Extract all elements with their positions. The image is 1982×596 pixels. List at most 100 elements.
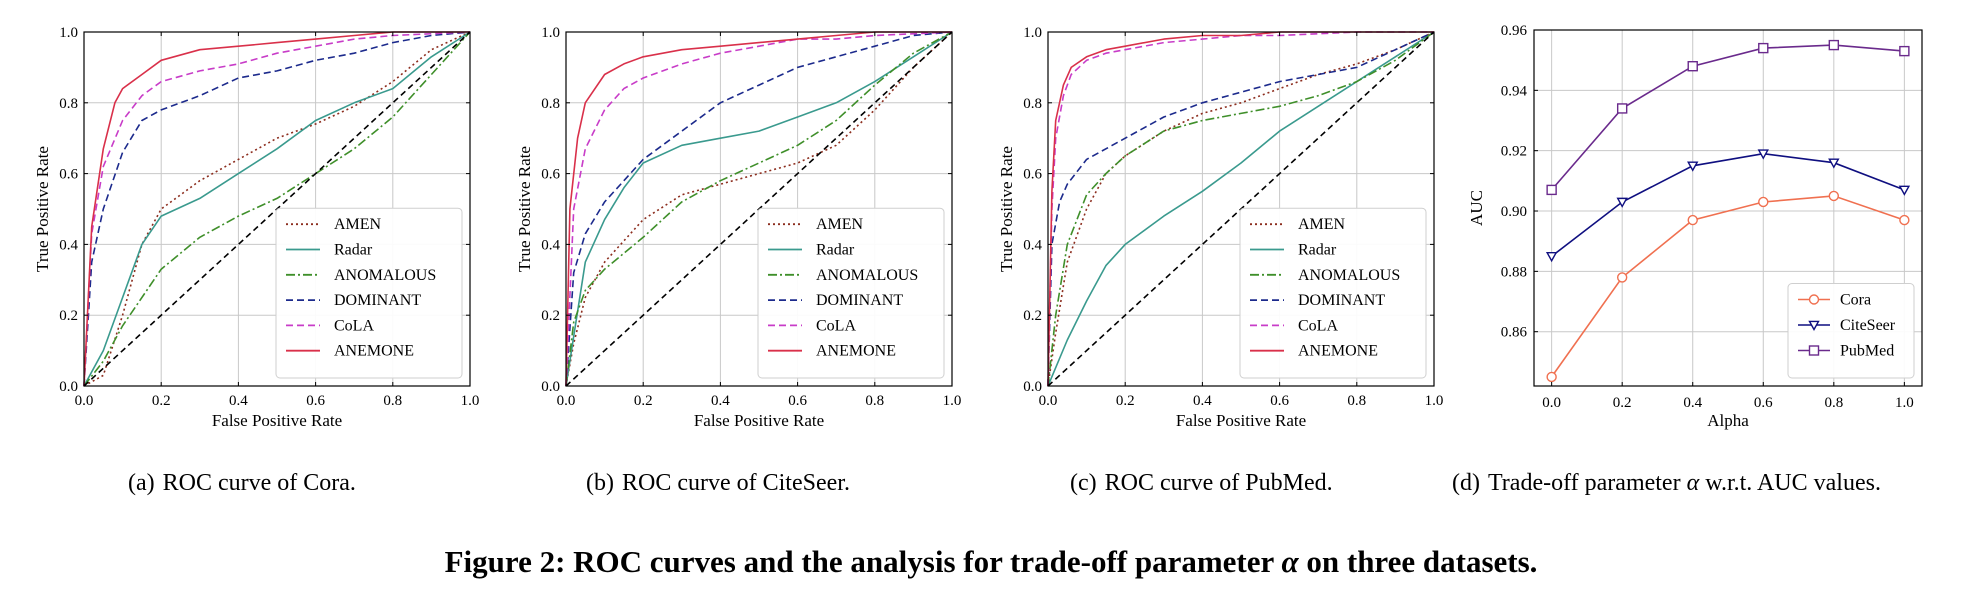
- data-point-pubmed: [1616, 103, 1628, 114]
- y-tick-label: 0.92: [1501, 144, 1527, 160]
- subcaption-c: (c) ROC curve of PubMed.: [1070, 470, 1333, 496]
- x-axis-label: False Positive Rate: [212, 411, 342, 430]
- y-tick-label: 1.0: [59, 25, 78, 41]
- y-tick-label: 0.0: [541, 379, 560, 395]
- series-line-anomalous: [565, 31, 953, 387]
- y-tick-label: 1.0: [1023, 25, 1042, 41]
- series-line-anomalous: [1047, 31, 1435, 387]
- series-line-cola: [1047, 31, 1434, 387]
- data-point-citeseer: [1828, 158, 1840, 169]
- x-tick-label: 0.2: [1613, 395, 1632, 411]
- x-axis-label: False Positive Rate: [694, 411, 824, 430]
- legend-label-cola: CoLA: [334, 317, 374, 334]
- x-tick-label: 0.8: [383, 393, 402, 409]
- legend-label-anomalous: ANOMALOUS: [1298, 267, 1400, 284]
- y-tick-label: 0.6: [1023, 167, 1042, 183]
- series-line-amen: [565, 31, 953, 387]
- x-tick-label: 0.4: [1683, 395, 1702, 411]
- subcaption-d: (d) Trade-off parameter α w.r.t. AUC valu…: [1452, 470, 1881, 496]
- data-point-pubmed: [1687, 61, 1698, 72]
- legend: AMEN Radar ANOMALOUS DOMINANT CoLA ANEMONE: [1239, 207, 1427, 379]
- x-tick-label: 0.0: [1542, 395, 1561, 411]
- x-tick-label: 0.6: [1270, 393, 1289, 409]
- y-tick-label: 0.0: [59, 379, 78, 395]
- figure-caption: Figure 2: ROC curves and the analysis fo…: [445, 544, 1538, 579]
- subcaption-b: (b) ROC curve of CiteSeer.: [586, 470, 850, 496]
- series-line-anemone: [565, 31, 952, 387]
- legend-label-anemone: ANEMONE: [334, 343, 414, 360]
- legend-label-anemone: ANEMONE: [1298, 343, 1378, 360]
- y-axis-label: True Positive Rate: [515, 146, 534, 272]
- series-line-cora: [1550, 195, 1905, 378]
- data-point-citeseer: [1757, 149, 1769, 160]
- series-line-dominant: [565, 31, 953, 387]
- x-tick-label: 0.0: [1039, 393, 1058, 409]
- x-tick-label: 0.2: [152, 393, 171, 409]
- x-tick-label: 0.6: [788, 393, 807, 409]
- series-line-dominant: [83, 31, 471, 387]
- x-tick-label: 0.6: [306, 393, 325, 409]
- y-tick-label: 0.8: [1023, 96, 1042, 112]
- series-line-cola: [83, 31, 471, 387]
- y-axis-label: AUC: [1467, 190, 1486, 226]
- data-point-citeseer: [1545, 251, 1558, 263]
- x-tick-label: 1.0: [461, 393, 480, 409]
- y-tick-label: 0.4: [541, 237, 560, 253]
- data-point-citeseer: [1898, 185, 1911, 196]
- series-line-amen: [83, 31, 471, 387]
- data-point-cora: [1758, 196, 1769, 208]
- x-axis-label: False Positive Rate: [1176, 411, 1306, 430]
- x-tick-label: 1.0: [1895, 395, 1914, 411]
- x-tick-label: 0.0: [557, 393, 576, 409]
- data-point-pubmed: [1758, 42, 1769, 54]
- legend-label-amen: AMEN: [1298, 216, 1346, 233]
- legend-label-dominant: DOMINANT: [1298, 292, 1385, 309]
- x-tick-label: 0.4: [1193, 393, 1212, 409]
- roc-chart-cora: 0.00.0 0.2 0.2 0.4 0.4 0.6 0.6 0.8 0.8 1.0 1.0 Fals…: [33, 25, 479, 430]
- x-tick-label: 0.8: [1347, 393, 1366, 409]
- series-line-cola: [565, 31, 953, 387]
- x-tick-label: 0.0: [75, 393, 94, 409]
- legend-box: [757, 207, 945, 379]
- y-tick-label: 0.2: [59, 308, 78, 324]
- legend: AMEN Radar ANOMALOUS DOMINANT CoLA ANEMONE: [275, 207, 463, 379]
- legend-label-anomalous: ANOMALOUS: [816, 267, 918, 284]
- y-tick-label: 0.4: [1023, 237, 1042, 253]
- y-axis-label: True Positive Rate: [997, 146, 1016, 272]
- legend-box: [1239, 207, 1427, 379]
- legend-label-cola: CoLA: [816, 317, 856, 334]
- legend-label-citeseer: CiteSeer: [1840, 317, 1896, 334]
- x-tick-label: 0.4: [711, 393, 730, 409]
- y-tick-label: 0.4: [59, 237, 78, 253]
- data-point-cora: [1808, 294, 1820, 305]
- legend-label-dominant: DOMINANT: [816, 292, 903, 309]
- data-point-citeseer: [1616, 197, 1628, 208]
- legend-label-radar: Radar: [1298, 242, 1337, 259]
- y-tick-label: 0.90: [1501, 204, 1527, 220]
- y-tick-label: 0.6: [541, 167, 560, 183]
- x-tick-label: 1.0: [1425, 393, 1444, 409]
- data-point-cora: [1546, 371, 1557, 383]
- series-line-anemone: [83, 31, 470, 387]
- y-tick-label: 0.0: [1023, 379, 1042, 395]
- legend-label-anomalous: ANOMALOUS: [334, 267, 436, 284]
- y-tick-label: 0.8: [541, 96, 560, 112]
- legend-box: [275, 207, 463, 379]
- legend-label-anemone: ANEMONE: [816, 343, 896, 360]
- series-line-amen: [1047, 31, 1435, 387]
- data-point-citeseer: [1808, 320, 1820, 331]
- series-line-dominant: [1047, 31, 1435, 387]
- y-tick-label: 0.86: [1501, 325, 1528, 341]
- subcaption-a: (a) ROC curve of Cora.: [128, 470, 356, 496]
- x-axis-label: Alpha: [1707, 411, 1749, 430]
- legend: Cora CiteSeer PubMed: [1787, 283, 1915, 379]
- data-point-cora: [1687, 214, 1698, 226]
- auc-alpha-chart: 0.0 0.2 0.4 0.6 0.8 1.0 0.86 0.88 0.90 0.92 0.94 0.…: [1467, 23, 1923, 430]
- data-point-cora: [1828, 190, 1840, 202]
- legend-label-dominant: DOMINANT: [334, 292, 421, 309]
- roc-chart-citeseer: 0.00.0 0.2 0.2 0.4 0.4 0.6 0.6 0.8 0.8 1.0 1.0 Fals…: [515, 25, 961, 430]
- data-point-cora: [1899, 214, 1910, 226]
- data-point-pubmed: [1546, 184, 1557, 196]
- roc-chart-pubmed: 0.00.0 0.2 0.2 0.4 0.4 0.6 0.6 0.8 0.8 1.0 1.0 Fals…: [997, 25, 1443, 430]
